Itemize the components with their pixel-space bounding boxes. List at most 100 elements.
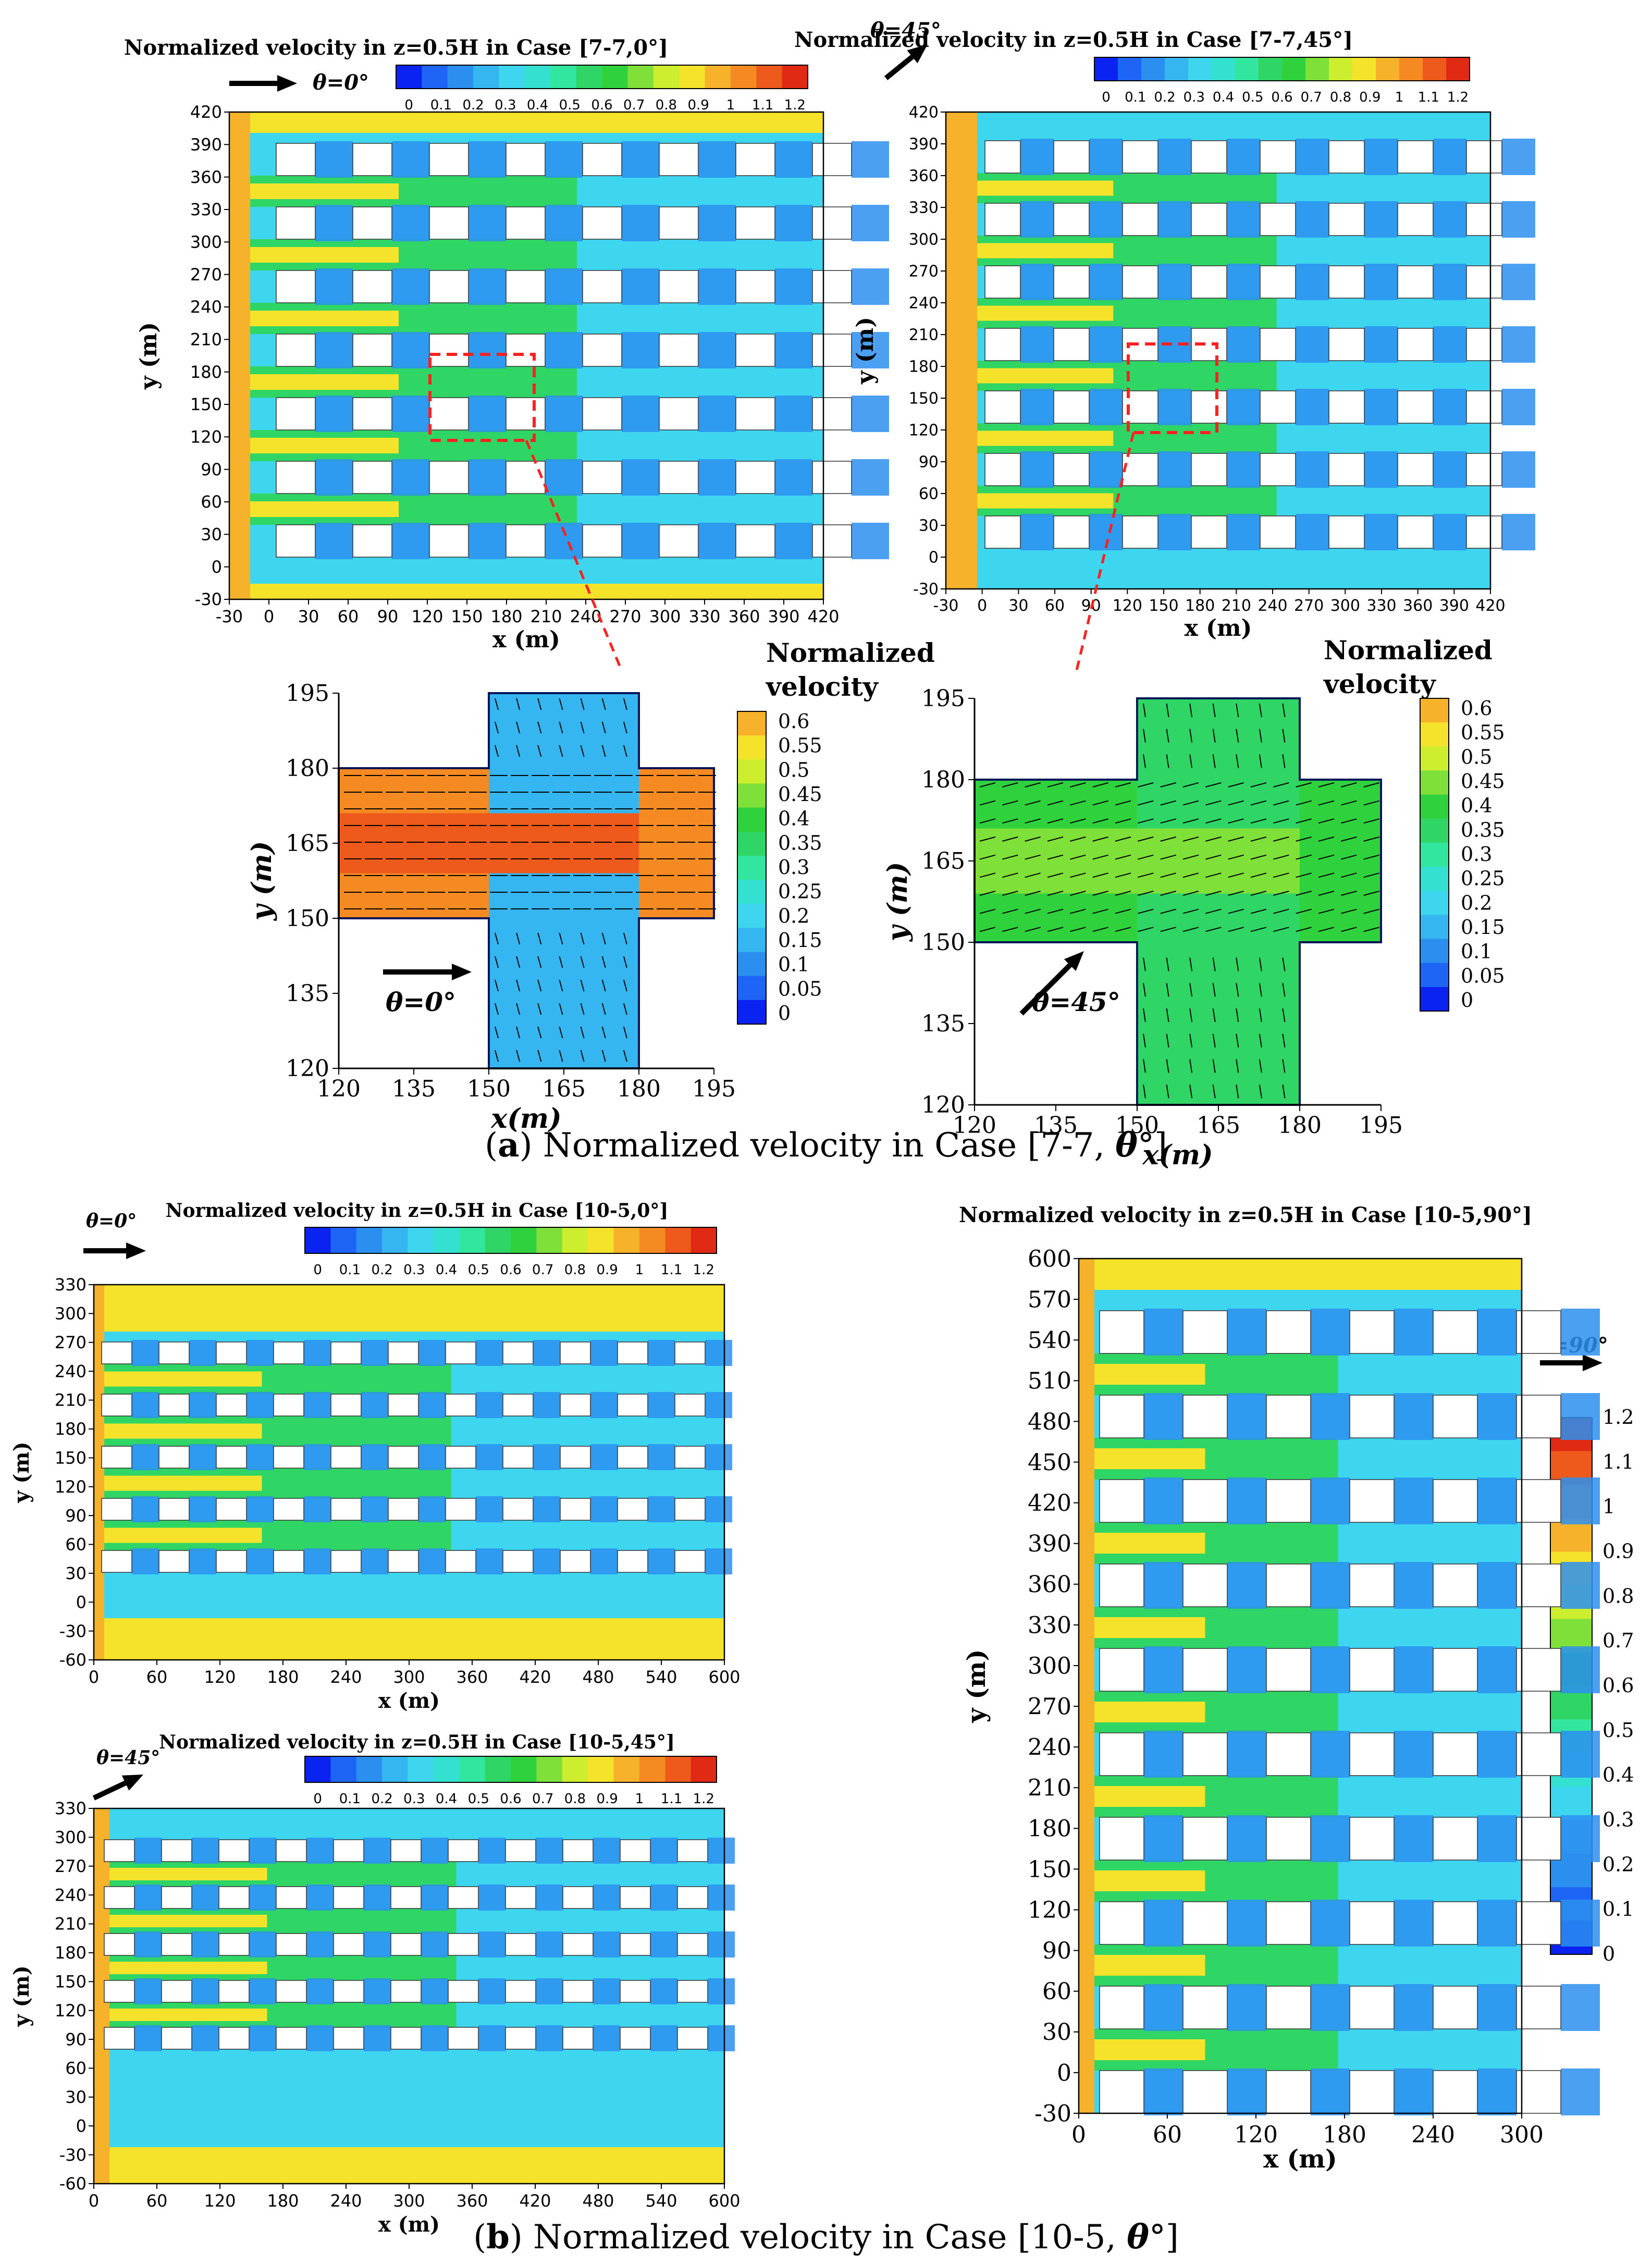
zoom-right-vector	[1070, 800, 1086, 806]
panel-b1-band-top	[94, 1285, 724, 1332]
colorbar-zoom-right-tick: 0.45	[1461, 770, 1505, 793]
panel-a1-building	[659, 397, 699, 430]
colorbar-b1-frame	[304, 1227, 717, 1254]
panel-a2-wake	[1020, 201, 1054, 238]
colorbar-zoom-right-cell	[1420, 842, 1449, 867]
panel-b2-jet-core	[109, 1962, 267, 1974]
panel-b2-building	[276, 1980, 307, 2003]
panel-b1-building	[330, 1498, 362, 1521]
panel-b1-building	[158, 1498, 190, 1521]
panel-a1-wake	[698, 141, 736, 178]
panel-a2-wake	[1020, 451, 1054, 488]
panel-b1-building	[216, 1341, 247, 1364]
zoom-right-vector	[1160, 836, 1176, 842]
zoom-right-vector	[1160, 854, 1176, 860]
zoom-left-vector	[559, 1003, 563, 1015]
colorbar-b2-tick: 1.1	[661, 1791, 682, 1807]
panel-b1-wake	[189, 1496, 216, 1522]
panel-b1-building	[273, 1550, 304, 1573]
panel-a2-wake	[1433, 201, 1466, 238]
panel-a2-band-left	[946, 112, 977, 589]
direction-arrow-zoom-left-label: θ=0°	[386, 987, 456, 1017]
panel-a1-building	[506, 461, 546, 494]
panel-b2-building	[333, 1839, 364, 1862]
panel-a2-xtick: -30	[933, 597, 959, 615]
caption-a-deg: °]	[1137, 1126, 1167, 1165]
panel-b1-building	[101, 1446, 132, 1469]
panel-b1-xtick: 360	[456, 1667, 488, 1687]
zoom-right-vector	[1205, 891, 1222, 896]
panel-b1-building	[617, 1498, 648, 1521]
panel-a1-wake	[392, 523, 429, 559]
panel-a1-building	[506, 206, 546, 240]
direction-arrow-a2: θ=45°	[870, 18, 941, 80]
panel-b3-building	[1099, 2070, 1144, 2114]
panel-b1-xtick: 600	[708, 1667, 740, 1687]
colorbar-a2-cell	[1141, 57, 1165, 81]
zoom-right-vector	[1273, 927, 1289, 932]
panel-a1-building	[506, 524, 546, 558]
colorbar-b2-frame	[304, 1756, 717, 1783]
panel-b3-ytick: 570	[1028, 1286, 1071, 1313]
panel-a1-ylabel: y (m)	[135, 322, 162, 390]
zoom-left-xtick: 120	[317, 1076, 361, 1102]
zoom-right-vector	[1236, 729, 1239, 743]
panel-b1-wake	[246, 1444, 274, 1470]
colorbar-a1-tick: 0	[404, 97, 413, 113]
panel-a2-ytick: 390	[909, 136, 939, 154]
colorbar-a2-cell	[1376, 57, 1400, 81]
zoom-right-vector	[1092, 800, 1108, 806]
colorbar-b3-tick: 1	[1602, 1495, 1615, 1518]
panel-a2-wake	[1502, 139, 1535, 175]
panel-a2-wake	[1020, 514, 1054, 550]
panel-b3-wake	[1477, 1646, 1517, 1693]
zoom-right-vector	[1189, 957, 1193, 971]
panel-b2-wake	[708, 2025, 735, 2051]
panel-a1-building	[812, 334, 852, 367]
panel-a2-xtick: 420	[1475, 597, 1505, 615]
panel-b2-wake	[536, 1978, 563, 2004]
colorbar-b1-tick: 0	[313, 1262, 322, 1278]
panel-a1-wake	[622, 396, 659, 432]
panel-b2-wake	[421, 2025, 448, 2051]
panel-a2-ytick: 90	[919, 453, 939, 472]
panel-b2-ytick: 120	[55, 2001, 87, 2021]
panel-b3-building	[1516, 1563, 1561, 1607]
caption-b-label: b	[486, 2218, 510, 2257]
colorbar-a2-tick: 0.8	[1330, 90, 1351, 105]
panel-a1-ytick: 240	[190, 297, 222, 317]
colorbar-b2-tick: 1.2	[693, 1791, 714, 1807]
panel-b3-wake	[1227, 1646, 1266, 1693]
zoom-right-vector	[1318, 891, 1335, 896]
zoom-right-vector	[1092, 782, 1108, 787]
colorbar-a2-cell	[1188, 57, 1212, 81]
zoom-right-vector	[1228, 908, 1244, 914]
zoom-right-vector	[1138, 872, 1154, 878]
panel-a2-ytick: 30	[919, 517, 939, 535]
colorbar-b1-tick: 0.3	[403, 1262, 425, 1278]
panel-b1-xtick: 180	[267, 1667, 299, 1687]
panel-b1-wake	[361, 1340, 388, 1366]
colorbar-b1-cell	[356, 1227, 383, 1253]
panel-b3-xtick: 240	[1411, 2122, 1455, 2148]
panel-b1-wake	[418, 1548, 446, 1574]
zoom-right: 120 135 150 165 180 195 195 180 165 150 135 120 x(m)…	[882, 685, 1403, 1171]
panel-b1-jet-core	[104, 1371, 262, 1387]
panel-b3-building	[1433, 1732, 1478, 1776]
zoom-left-vector	[601, 1050, 606, 1062]
colorbar-b1-tick: 0.5	[468, 1262, 489, 1278]
panel-a1-building	[582, 524, 622, 558]
panel-b2-wake	[708, 1838, 735, 1864]
panel-b1-building	[330, 1446, 362, 1469]
zoom-left-vector	[537, 1003, 542, 1015]
zoom-right-vector	[1296, 927, 1312, 932]
panel-b1-building	[560, 1498, 591, 1521]
panel-a2-jet-core	[977, 180, 1114, 196]
zoom-right-vector	[1189, 983, 1193, 997]
panel-b3-building	[1349, 1310, 1395, 1354]
panel-b2-building	[448, 1980, 479, 2003]
colorbar-zoom-left-tick: 0.55	[778, 734, 822, 757]
zoom-right-ytick: 135	[921, 1011, 965, 1037]
zoom-right-vector	[1002, 782, 1018, 787]
colorbar-a1-cell	[576, 65, 602, 89]
